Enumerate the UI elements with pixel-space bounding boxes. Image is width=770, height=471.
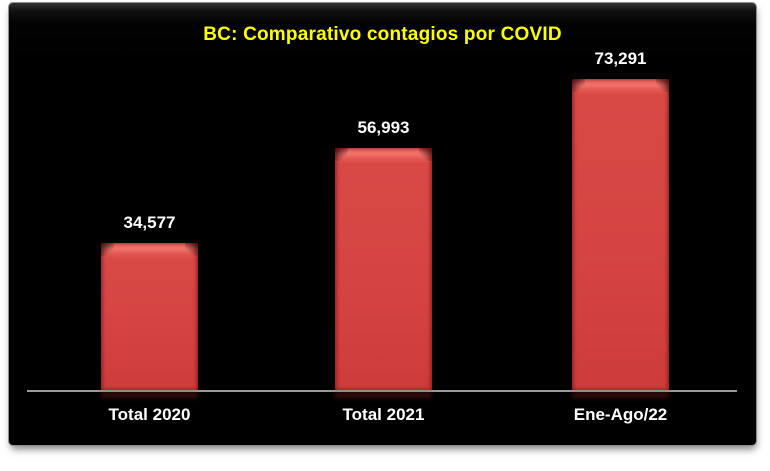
chart-title: BC: Comparativo contagios por COVID <box>203 24 562 45</box>
bar-reflection <box>572 392 669 398</box>
x-category-label: Ene-Ago/22 <box>573 405 668 424</box>
bar-total-2021 <box>335 148 432 390</box>
x-category-label: Total 2021 <box>342 405 425 424</box>
bar-value-label: 73,291 <box>594 49 647 68</box>
bar-total-2020 <box>101 243 198 390</box>
bar-value-label: 34,577 <box>123 213 176 232</box>
bar-reflection <box>335 392 432 398</box>
bar-value-label: 56,993 <box>357 118 410 137</box>
bar-ene-ago-22 <box>572 79 669 390</box>
x-axis-line <box>27 390 737 392</box>
chart-frame: BC: Comparativo contagios por COVID 34,5… <box>8 2 757 446</box>
bar-reflection <box>101 392 198 398</box>
x-category-label: Total 2020 <box>108 405 191 424</box>
